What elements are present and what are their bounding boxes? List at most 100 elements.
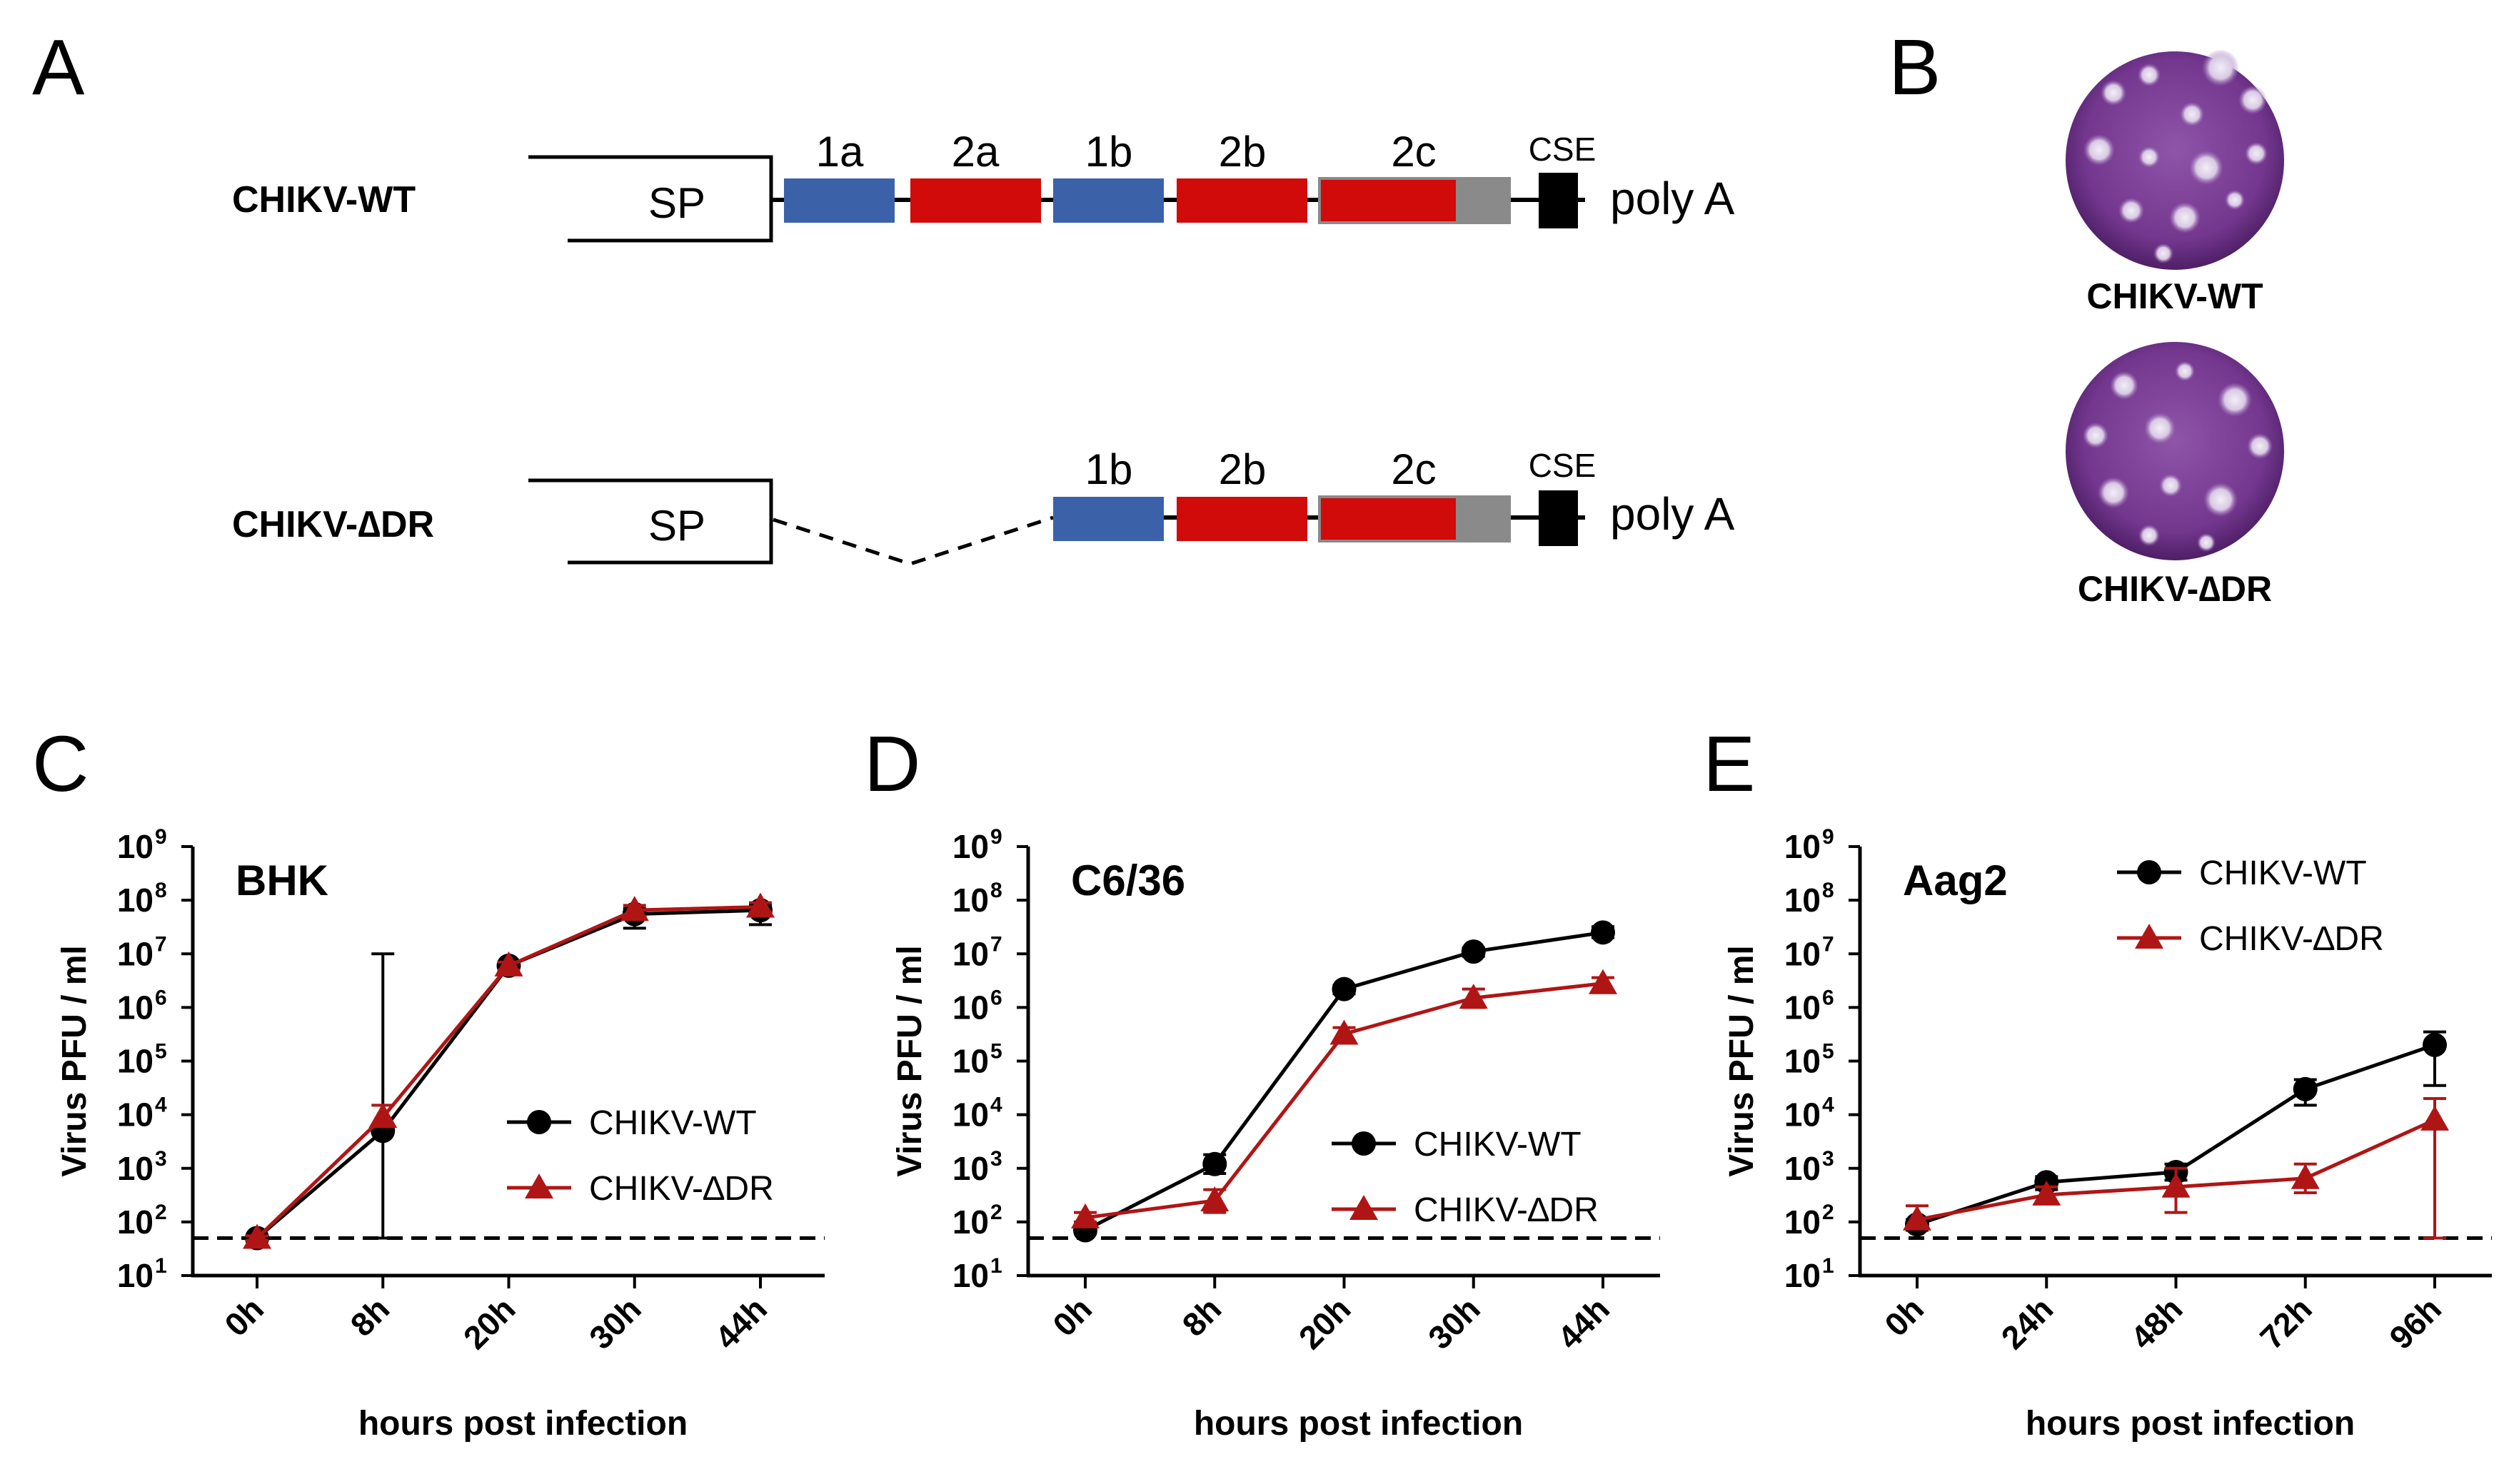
y-tick-label: 10 <box>117 1150 154 1187</box>
y-axis-title: Virus PFU / ml <box>56 945 94 1177</box>
data-point <box>494 951 523 976</box>
data-point <box>1071 1203 1100 1228</box>
y-tick-exponent: 2 <box>1822 1201 1834 1224</box>
element-label-2b-ddr: 2b <box>1219 445 1267 493</box>
plaque-plate-wt <box>2066 49 2284 270</box>
plaque-spot <box>2138 64 2161 86</box>
y-tick-label: 10 <box>952 1043 989 1080</box>
legend-label: CHIKV-WT <box>2199 854 2367 892</box>
x-tick-label: 0h <box>217 1290 271 1343</box>
legend-marker <box>2135 924 2163 949</box>
data-point <box>368 1103 398 1129</box>
panel-letter-a: A <box>32 24 85 111</box>
data-point <box>1332 976 1357 1001</box>
element-label-2a-wt: 2a <box>952 128 1000 176</box>
plaque-spot <box>2202 49 2239 86</box>
y-tick-exponent: 8 <box>155 879 167 902</box>
chart-title: C6/36 <box>1071 857 1185 904</box>
data-point <box>2293 1076 2318 1101</box>
x-tick-label: 44h <box>1550 1290 1617 1356</box>
y-tick-label: 10 <box>952 1203 989 1241</box>
plaque-spot <box>2138 146 2160 168</box>
y-tick-exponent: 7 <box>990 932 1002 956</box>
y-tick-exponent: 1 <box>990 1254 1002 1278</box>
plaque-spot <box>2101 80 2126 106</box>
x-tick-label: 30h <box>582 1290 648 1356</box>
plaque-spot <box>2238 86 2267 114</box>
x-axis-title: hours post infection <box>358 1405 688 1443</box>
y-tick-label: 10 <box>1784 882 1821 919</box>
construct-wt: CHIKV-WT SP 1a 2a 1b 2b 2c CSE poly A <box>232 128 1735 243</box>
element-label-2b-wt: 2b <box>1219 128 1267 176</box>
x-axis-title: hours post infection <box>2026 1405 2355 1443</box>
data-point <box>1903 1205 1931 1231</box>
plaque-spot <box>2169 202 2201 233</box>
y-tick-label: 10 <box>117 828 154 865</box>
chart-title: BHK <box>236 857 328 904</box>
element-label-2c-ddr: 2c <box>1391 445 1436 493</box>
x-axis-title: hours post infection <box>1194 1405 1523 1443</box>
plaque-spot <box>2138 525 2160 546</box>
chart-title: Aag2 <box>1903 857 2008 904</box>
y-tick-label: 10 <box>117 989 154 1026</box>
y-tick-label: 10 <box>117 882 154 919</box>
plaque-spot <box>2144 413 2176 444</box>
y-tick-label: 10 <box>1784 989 1821 1026</box>
y-tick-label: 10 <box>1784 1150 1821 1187</box>
data-point <box>2161 1172 2191 1198</box>
polya-label-wt: poly A <box>1610 173 1735 224</box>
y-tick-exponent: 9 <box>1822 825 1834 849</box>
data-point <box>1591 920 1615 945</box>
y-tick-label: 10 <box>952 989 989 1026</box>
y-tick-exponent: 6 <box>990 986 1002 1009</box>
y-tick-exponent: 9 <box>990 825 1002 849</box>
y-axis-title: Virus PFU / ml <box>891 945 929 1177</box>
plaque-spot <box>2189 151 2223 185</box>
element-2c-tail-ddr <box>1456 497 1509 541</box>
panel-letter-d: D <box>864 720 920 808</box>
plaque-spot <box>2083 423 2108 448</box>
element-2c-ddr <box>1319 497 1456 541</box>
x-tick-label: 0h <box>1045 1290 1099 1343</box>
element-2b-wt <box>1177 178 1307 223</box>
plaque-spot <box>2098 477 2129 508</box>
plaque-label-wt: CHIKV-WT <box>2086 276 2263 316</box>
y-axis-title: Virus PFU / ml <box>1723 945 1761 1177</box>
y-tick-exponent: 3 <box>1822 1147 1834 1171</box>
construct-label-wt: CHIKV-WT <box>232 179 416 221</box>
x-tick-label: 20h <box>1292 1290 1358 1356</box>
y-tick-label: 10 <box>952 1257 989 1294</box>
y-tick-exponent: 2 <box>155 1201 167 1224</box>
y-tick-label: 10 <box>1784 1257 1821 1294</box>
plaque-spot <box>2203 483 2238 517</box>
x-tick-label: 20h <box>456 1290 523 1356</box>
element-label-2c-wt: 2c <box>1391 128 1436 176</box>
x-tick-label: 48h <box>2123 1290 2190 1356</box>
element-label-1a-wt: 1a <box>816 128 864 176</box>
legend-marker <box>2137 860 2161 884</box>
x-tick-label: 72h <box>2253 1290 2319 1356</box>
y-tick-label: 10 <box>952 1096 989 1134</box>
plaque-spot <box>2197 533 2216 552</box>
series-line <box>1085 981 1604 1220</box>
element-2c-outline-ddr <box>1318 495 1511 542</box>
cse-box-wt <box>1539 173 1578 228</box>
construct-ddr: CHIKV-∆DR SP 1b 2b 2c CSE poly A <box>232 445 1735 566</box>
y-tick-exponent: 8 <box>1822 879 1834 902</box>
x-tick-label: 44h <box>708 1290 774 1356</box>
data-point <box>1200 1186 1230 1211</box>
element-label-1b-ddr: 1b <box>1085 445 1133 493</box>
plaque-spot <box>2083 134 2115 166</box>
element-1b-wt <box>1053 178 1164 223</box>
y-tick-label: 10 <box>1784 1043 1821 1080</box>
data-point <box>1589 969 1617 994</box>
y-tick-label: 10 <box>952 1150 989 1187</box>
construct-label-ddr: CHIKV-∆DR <box>232 504 434 545</box>
legend-label: CHIKV-WT <box>1414 1126 1582 1164</box>
legend-marker <box>1349 1195 1378 1220</box>
y-tick-exponent: 4 <box>990 1094 1002 1117</box>
